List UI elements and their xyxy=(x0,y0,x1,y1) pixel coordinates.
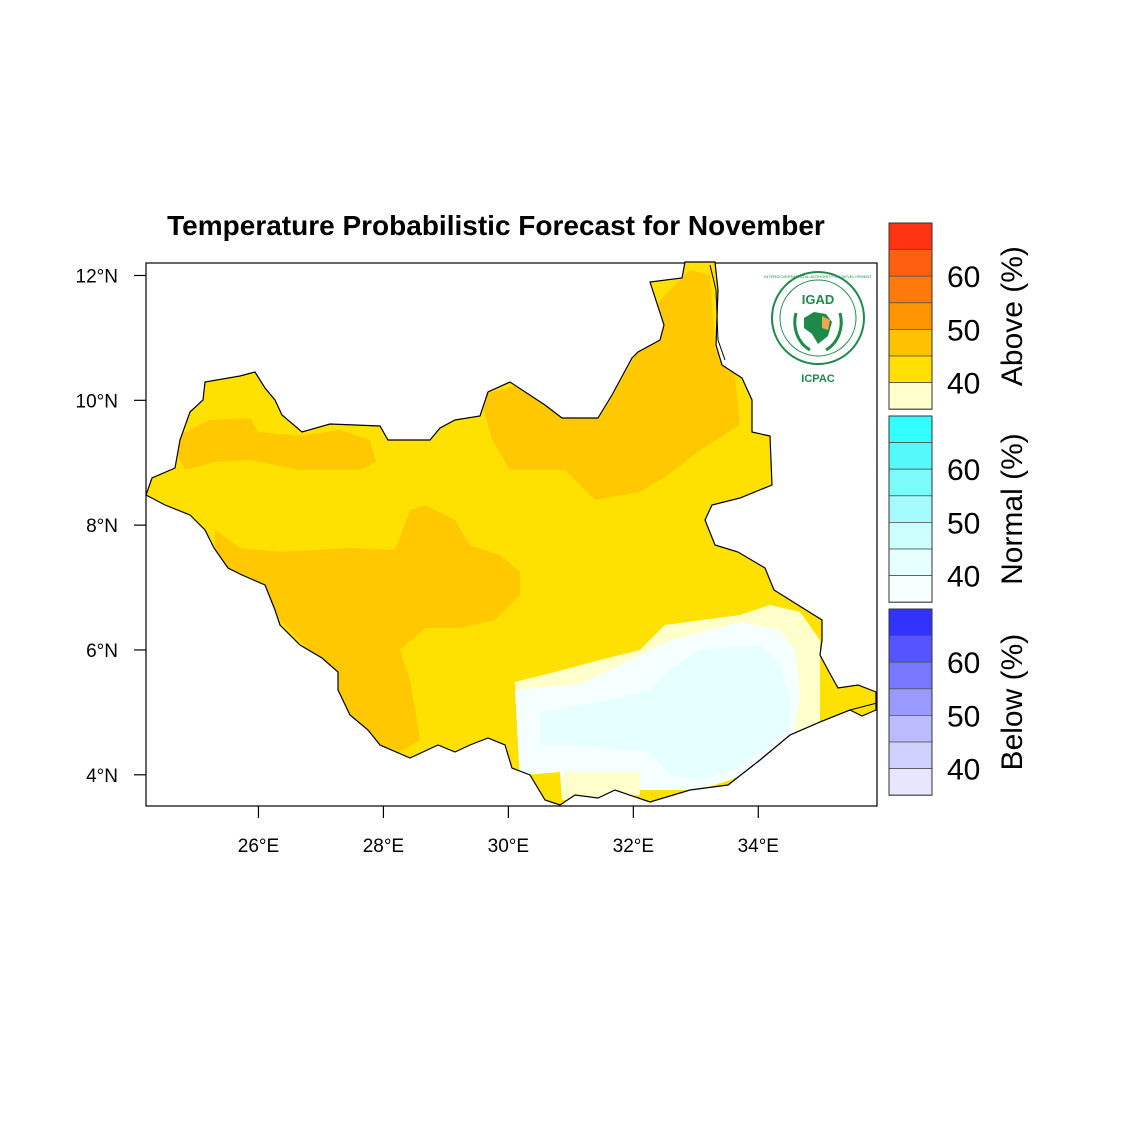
legend-normal: 60 50 40 Normal (%) xyxy=(888,415,1029,603)
legend-normal-swatch xyxy=(888,442,933,470)
y-tick-label: 8°N xyxy=(86,516,118,537)
legend-above-swatch xyxy=(888,222,933,251)
legend-normal-swatch xyxy=(888,575,933,603)
legend-normal-swatch xyxy=(888,468,933,497)
legend-below-label: 60 xyxy=(947,647,980,680)
country-border xyxy=(145,261,877,806)
legend-above-swatch xyxy=(888,355,933,384)
legend: 60 50 40 Above (%) 60 50 40 Normal (%) 60 50 40 Bel… xyxy=(888,222,1029,796)
legend-above-swatch xyxy=(888,328,933,357)
logo-ring-text: INTERGOVERNMENTAL AUTHORITY ON DEVELOPME… xyxy=(764,274,872,279)
legend-normal-swatch xyxy=(888,415,933,444)
legend-below-label: 40 xyxy=(947,754,980,787)
legend-below-swatch xyxy=(888,661,933,690)
zone-normal-40-45 xyxy=(540,645,790,780)
legend-above-swatch xyxy=(888,249,933,277)
y-tick-label: 6°N xyxy=(86,641,118,662)
x-axis: 26°E 28°E 30°E 32°E 34°E xyxy=(238,806,779,857)
zone-above-45-50-southwest xyxy=(215,505,520,752)
legend-below-swatch xyxy=(888,688,933,716)
legend-below-title: Below (%) xyxy=(996,634,1029,771)
legend-normal-swatch xyxy=(888,522,933,550)
legend-normal-label: 60 xyxy=(947,454,980,487)
legend-below-swatch xyxy=(888,635,933,663)
legend-above-label: 50 xyxy=(947,314,980,347)
legend-above-label: 60 xyxy=(947,261,980,294)
legend-normal-label: 40 xyxy=(947,561,980,594)
legend-above-label: 40 xyxy=(947,368,980,401)
x-tick-label: 32°E xyxy=(613,836,654,857)
legend-normal-label: 50 xyxy=(947,507,980,540)
x-tick-label: 34°E xyxy=(738,836,779,857)
legend-normal-swatch xyxy=(888,548,933,577)
y-axis: 12°N 10°N 8°N 6°N 4°N xyxy=(76,266,146,787)
zone-above-45-50-northeast xyxy=(480,270,740,500)
legend-normal-swatch xyxy=(888,495,933,523)
legend-below-label: 50 xyxy=(947,700,980,733)
x-tick-label: 28°E xyxy=(363,836,404,857)
y-tick-label: 12°N xyxy=(76,266,118,287)
legend-below-swatch xyxy=(888,768,933,796)
logo-name: IGAD xyxy=(802,292,835,307)
laurel-left-icon xyxy=(793,312,811,352)
x-tick-label: 30°E xyxy=(488,836,529,857)
legend-normal-title: Normal (%) xyxy=(996,433,1029,585)
neighbor-border xyxy=(727,702,878,786)
legend-below-swatch xyxy=(888,741,933,770)
legend-above-swatch xyxy=(888,382,933,410)
legend-below: 60 50 40 Below (%) xyxy=(888,608,1029,796)
legend-above-swatch xyxy=(888,275,933,304)
y-tick-label: 4°N xyxy=(86,766,118,787)
logo-caption: ICPAC xyxy=(801,373,834,385)
legend-above: 60 50 40 Above (%) xyxy=(888,222,1029,410)
x-tick-label: 26°E xyxy=(238,836,279,857)
y-tick-label: 10°N xyxy=(76,391,118,412)
legend-above-swatch xyxy=(888,302,933,330)
legend-below-swatch xyxy=(888,715,933,743)
map-title: Temperature Probabilistic Forecast for N… xyxy=(167,210,825,241)
igad-logo: IGAD INTERGOVERNMENTAL AUTHORITY ON DEVE… xyxy=(764,271,872,385)
laurel-right-icon xyxy=(825,312,843,352)
legend-below-swatch xyxy=(888,608,933,637)
neighbor-border-north xyxy=(709,264,726,361)
legend-above-title: Above (%) xyxy=(996,246,1029,386)
zone-above-45-50-northwest xyxy=(170,418,376,470)
